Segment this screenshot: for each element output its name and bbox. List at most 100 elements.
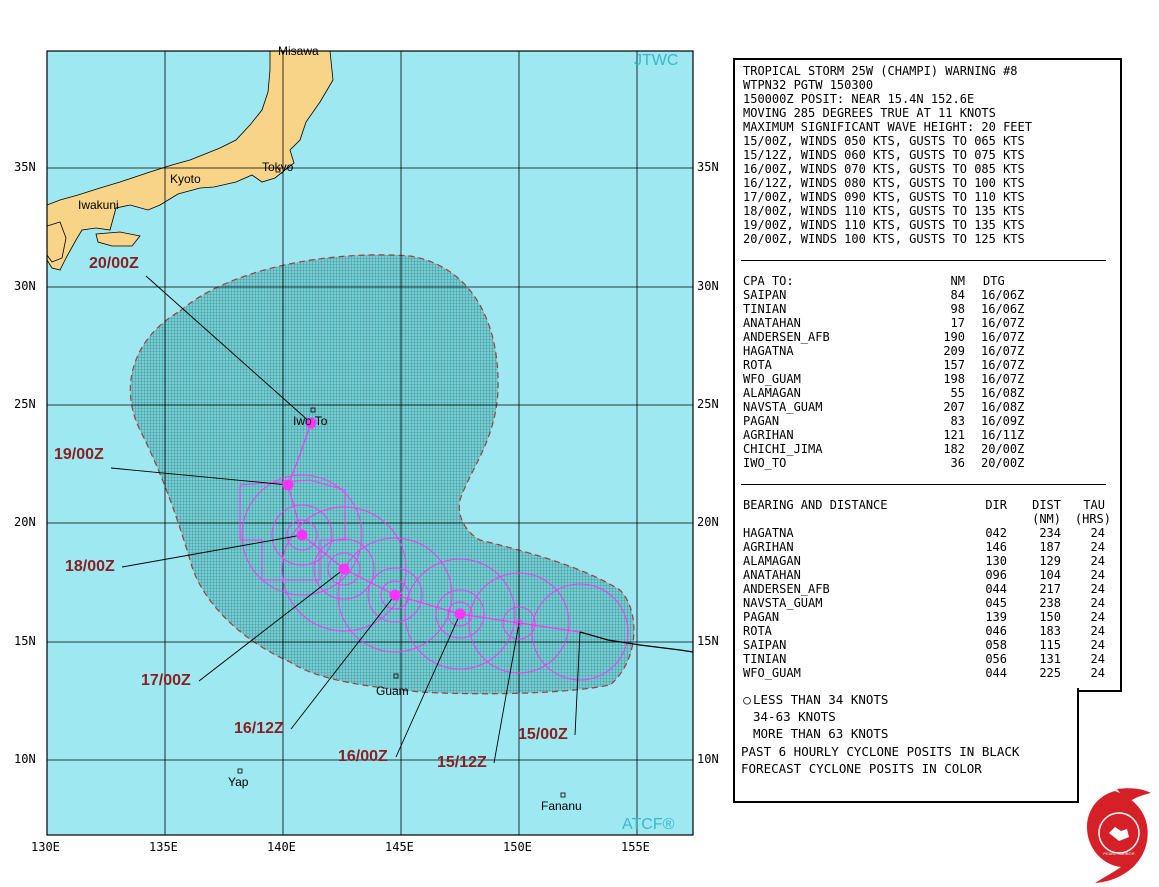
bd-row-dir: 146 [967, 540, 1007, 554]
lon-tick-label: 145E [385, 840, 414, 854]
logo-text-bottom: PEARL HARBOR [1103, 851, 1134, 856]
bd-row-dist: 187 [1021, 540, 1061, 554]
warning-line: 15/00Z, WINDS 050 KTS, GUSTS TO 065 KTS [743, 134, 1025, 148]
bd-row-dist: 129 [1021, 554, 1061, 568]
cpa-row-dtg: 16/11Z [981, 428, 1041, 442]
bd-header-tau: TAU [1065, 498, 1105, 512]
forecast-time-label: 18/00Z [65, 558, 115, 576]
bd-header-dir: DIR [967, 498, 1007, 512]
place-label: Tokyo [262, 160, 293, 174]
legend-item: ○ LESS THAN 34 KNOTS [741, 691, 888, 708]
bd-row-dist: 238 [1021, 596, 1061, 610]
cpa-row-dtg: 16/07Z [981, 316, 1041, 330]
divider-1 [741, 260, 1106, 261]
lon-tick-label: 130E [31, 840, 60, 854]
cpa-row-name: ANDERSEN_AFB [743, 330, 893, 344]
warning-line: WTPN32 PGTW 150300 [743, 78, 873, 92]
bd-row-dist: 217 [1021, 582, 1061, 596]
bd-row-tau: 24 [1065, 666, 1105, 680]
cpa-row-name: WFO_GUAM [743, 372, 893, 386]
cpa-row-nm: 207 [925, 400, 965, 414]
cpa-row-dtg: 20/00Z [981, 442, 1041, 456]
bd-row-name: WFO_GUAM [743, 666, 893, 680]
divider-2 [741, 484, 1106, 485]
bd-row-tau: 24 [1065, 624, 1105, 638]
bd-row-dir: 044 [967, 582, 1007, 596]
lat-tick-label-right: 20N [697, 515, 719, 529]
forecast-position-marker [283, 480, 293, 490]
lat-tick-label-left: 35N [14, 160, 36, 174]
forecast-time-label: 16/00Z [338, 748, 388, 766]
bd-row-name: NAVSTA_GUAM [743, 596, 893, 610]
bd-row-tau: 24 [1065, 540, 1105, 554]
bd-row-dir: 130 [967, 554, 1007, 568]
bd-row-name: ROTA [743, 624, 893, 638]
cpa-row-name: HAGATNA [743, 344, 893, 358]
warning-line: 17/00Z, WINDS 090 KTS, GUSTS TO 110 KTS [743, 190, 1025, 204]
warning-line: 15/12Z, WINDS 060 KTS, GUSTS TO 075 KTS [743, 148, 1025, 162]
cpa-row-nm: 209 [925, 344, 965, 358]
warning-line: 20/00Z, WINDS 100 KTS, GUSTS TO 125 KTS [743, 232, 1025, 246]
lon-tick-label: 140E [267, 840, 296, 854]
atcf-corner-label: ATCF® [622, 816, 674, 834]
place-label: Yap [228, 775, 248, 789]
bd-row-dist: 150 [1021, 610, 1061, 624]
forecast-position-marker [297, 530, 307, 540]
forecast-time-label: 15/12Z [437, 754, 487, 772]
cpa-row-dtg: 16/06Z [981, 302, 1041, 316]
jtwc-corner-label: JTWC [634, 52, 678, 70]
bd-row-name: PAGAN [743, 610, 893, 624]
cpa-header-dtg: DTG [983, 274, 1043, 288]
bd-subheader-dist: (NM) [1021, 512, 1061, 526]
tropical-storm-symbol-icon: ෡ [741, 708, 753, 725]
cpa-row-nm: 55 [925, 386, 965, 400]
lat-tick-label-right: 35N [697, 160, 719, 174]
cpa-row-dtg: 16/07Z [981, 372, 1041, 386]
cpa-row-dtg: 20/00Z [981, 456, 1041, 470]
cpa-header-nm: NM [925, 274, 965, 288]
bd-row-name: AGRIHAN [743, 540, 893, 554]
cpa-row-name: AGRIHAN [743, 428, 893, 442]
lat-tick-label-right: 15N [697, 634, 719, 648]
bd-row-name: ANATAHAN [743, 568, 893, 582]
forecast-time-label: 15/00Z [518, 726, 568, 744]
forecast-time-label: 19/00Z [54, 446, 104, 464]
bd-row-dist: 104 [1021, 568, 1061, 582]
cpa-row-name: ROTA [743, 358, 893, 372]
warning-line: MAXIMUM SIGNIFICANT WAVE HEIGHT: 20 FEET [743, 120, 1032, 134]
warning-line: 150000Z POSIT: NEAR 15.4N 152.6E [743, 92, 974, 106]
place-label: Guam [376, 684, 409, 698]
hollow-circle-icon: ○ [741, 691, 753, 708]
bd-row-name: TINIAN [743, 652, 893, 666]
jtwc-logo: PEARL HARBOR [1081, 785, 1153, 885]
cpa-row-nm: 121 [925, 428, 965, 442]
bd-subheader-tau: (HRS) [1065, 512, 1111, 526]
cpa-row-nm: 84 [925, 288, 965, 302]
lon-tick-label: 155E [621, 840, 650, 854]
warning-line: 16/12Z, WINDS 080 KTS, GUSTS TO 100 KTS [743, 176, 1025, 190]
bd-row-dir: 096 [967, 568, 1007, 582]
lat-tick-label-left: 20N [14, 515, 36, 529]
forecast-time-label: 17/00Z [141, 672, 191, 690]
bd-row-dist: 183 [1021, 624, 1061, 638]
cpa-row-dtg: 16/07Z [981, 344, 1041, 358]
bd-row-dir: 045 [967, 596, 1007, 610]
forecast-position-marker [390, 590, 400, 600]
place-label: Iwo To [293, 414, 327, 428]
bd-row-tau: 24 [1065, 582, 1105, 596]
lat-tick-label-left: 30N [14, 279, 36, 293]
cpa-row-nm: 198 [925, 372, 965, 386]
bd-row-name: ALAMAGAN [743, 554, 893, 568]
bd-row-tau: 24 [1065, 554, 1105, 568]
bd-row-tau: 24 [1065, 610, 1105, 624]
lat-tick-label-right: 30N [697, 279, 719, 293]
bd-row-dir: 046 [967, 624, 1007, 638]
warning-line: MOVING 285 DEGREES TRUE AT 11 KNOTS [743, 106, 996, 120]
bd-row-tau: 24 [1065, 568, 1105, 582]
warning-line: TROPICAL STORM 25W (CHAMPI) WARNING #8 [743, 64, 1018, 78]
warning-panel: TROPICAL STORM 25W (CHAMPI) WARNING #8 WT… [733, 58, 1122, 692]
cpa-row-name: ALAMAGAN [743, 386, 893, 400]
cpa-row-dtg: 16/08Z [981, 400, 1041, 414]
forecast-time-label: 16/12Z [234, 720, 284, 738]
cpa-row-dtg: 16/08Z [981, 386, 1041, 400]
